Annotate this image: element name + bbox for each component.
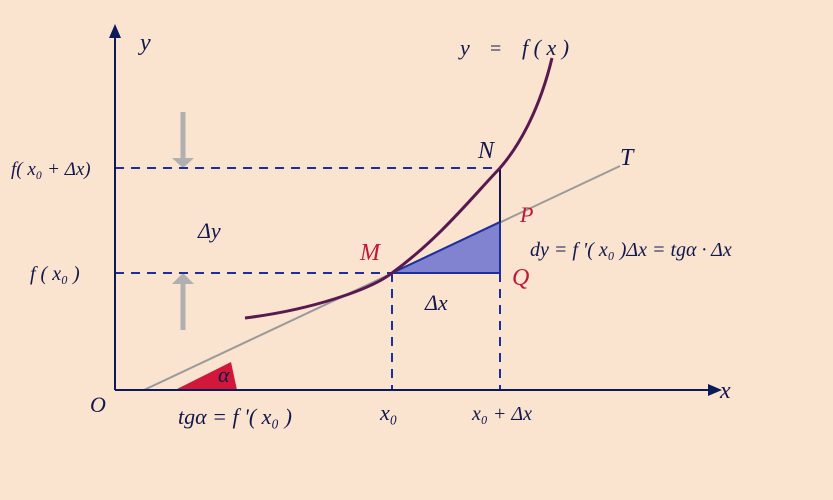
label-M: M [359, 240, 382, 266]
label-tga-eq: tgα = f '( x₀ ) [178, 404, 292, 429]
label-P: P [519, 202, 533, 227]
label-Q: Q [512, 265, 529, 291]
label-dy-eq: dy = f '( x₀ )Δx = tgα · Δx [530, 239, 732, 261]
label-x0dx-tick: x₀ + Δx [471, 403, 532, 425]
label-fx0: f ( x₀ ) [30, 263, 80, 285]
label-T: T [620, 145, 635, 171]
label-fx0dx: f( x₀ + Δx) [11, 159, 91, 180]
label-y-axis: y [138, 30, 151, 56]
label-curve-eq-fx: f ( x ) [522, 35, 569, 60]
label-curve-eq-eq: = [490, 38, 501, 60]
label-N: N [477, 138, 496, 164]
diagram-root: y x O y = f ( x ) f ( x₀ ) f( x₀ + Δx) Δ… [0, 0, 833, 500]
diagram-svg: y x O y = f ( x ) f ( x₀ ) f( x₀ + Δx) Δ… [0, 0, 833, 500]
label-delta-x: Δx [424, 290, 448, 315]
label-curve-eq-y: y [458, 35, 470, 60]
label-alpha: α [218, 362, 230, 387]
label-x-axis: x [719, 378, 731, 404]
label-delta-y: Δy [197, 218, 221, 243]
label-origin: O [90, 392, 106, 417]
label-x0-tick: x₀ [379, 400, 397, 425]
